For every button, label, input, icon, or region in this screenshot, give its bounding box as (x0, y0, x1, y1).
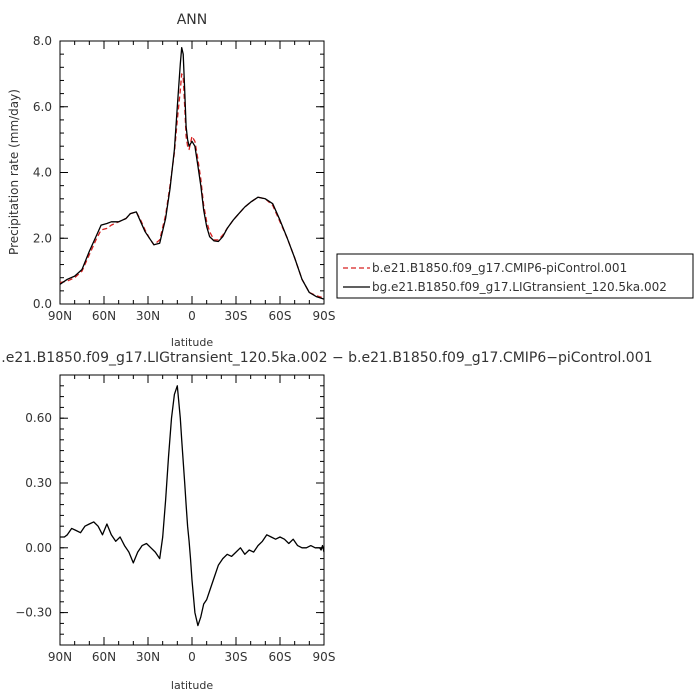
top-panel: ANN Precipitation rate (mm/day) latitude… (7, 12, 335, 349)
bottom-xtick-label: 90S (313, 650, 336, 664)
top-panel-title: ANN (177, 12, 208, 28)
top-ytick-label: 8.0 (33, 34, 52, 48)
legend-box (336, 253, 694, 299)
bottom-xtick-label: 0 (188, 650, 196, 664)
bottom-xtick-label: 30S (225, 650, 248, 664)
legend: b.e21.B1850.f09_g17.CMIP6-piControl.001 … (336, 253, 694, 299)
legend-label-ligtransient: bg.e21.B1850.f09_g17.LIGtransient_120.5k… (372, 280, 667, 294)
bottom-plot-area: 90N 60N 30N 0 30S 60S 90S −0.30 0.00 0.30 0.60 (15, 374, 336, 664)
bottom-xtick-label: 90N (48, 650, 72, 664)
top-plot-area: 90N 60N 30N 0 30S 60S 90S 0.0 2.0 4.0 6.0 8.0 (33, 34, 336, 323)
bottom-frame (59, 374, 325, 646)
bottom-ytick-label: 0.30 (25, 476, 52, 490)
legend-label-control: b.e21.B1850.f09_g17.CMIP6-piControl.001 (372, 261, 627, 275)
top-ytick-label: 2.0 (33, 231, 52, 245)
bottom-xtick-label: 60N (92, 650, 116, 664)
bottom-series-line-0 (60, 385, 325, 627)
top-xtick-label: 60S (269, 309, 292, 323)
bottom-xtick-label: 60S (269, 650, 292, 664)
top-ytick-label: 0.0 (33, 297, 52, 311)
bottom-ytick-label: 0.60 (25, 411, 52, 425)
top-panel-ylabel: Precipitation rate (mm/day) (7, 89, 21, 255)
top-ytick-label: 4.0 (33, 166, 52, 180)
bottom-panel-xlabel: latitude (171, 679, 213, 692)
top-xtick-label: 30S (225, 309, 248, 323)
bottom-panel-title: bg.e21.B1850.f09_g17.LIGtransient_120.5k… (0, 350, 653, 366)
bottom-ytick-label: −0.30 (15, 606, 52, 620)
top-series-line-1 (59, 46, 325, 300)
top-panel-xlabel: latitude (171, 336, 213, 349)
top-xtick-label: 0 (188, 309, 196, 323)
top-xtick-label: 90N (48, 309, 72, 323)
bottom-panel: bg.e21.B1850.f09_g17.LIGtransient_120.5k… (0, 350, 653, 692)
top-ytick-label: 6.0 (33, 100, 52, 114)
top-xtick-label: 30N (136, 309, 160, 323)
bottom-xtick-label: 30N (136, 650, 160, 664)
top-xtick-label: 60N (92, 309, 116, 323)
top-series-line-0 (59, 73, 325, 299)
bottom-ytick-label: 0.00 (25, 541, 52, 555)
top-frame (59, 40, 325, 305)
top-xtick-label: 90S (313, 309, 336, 323)
